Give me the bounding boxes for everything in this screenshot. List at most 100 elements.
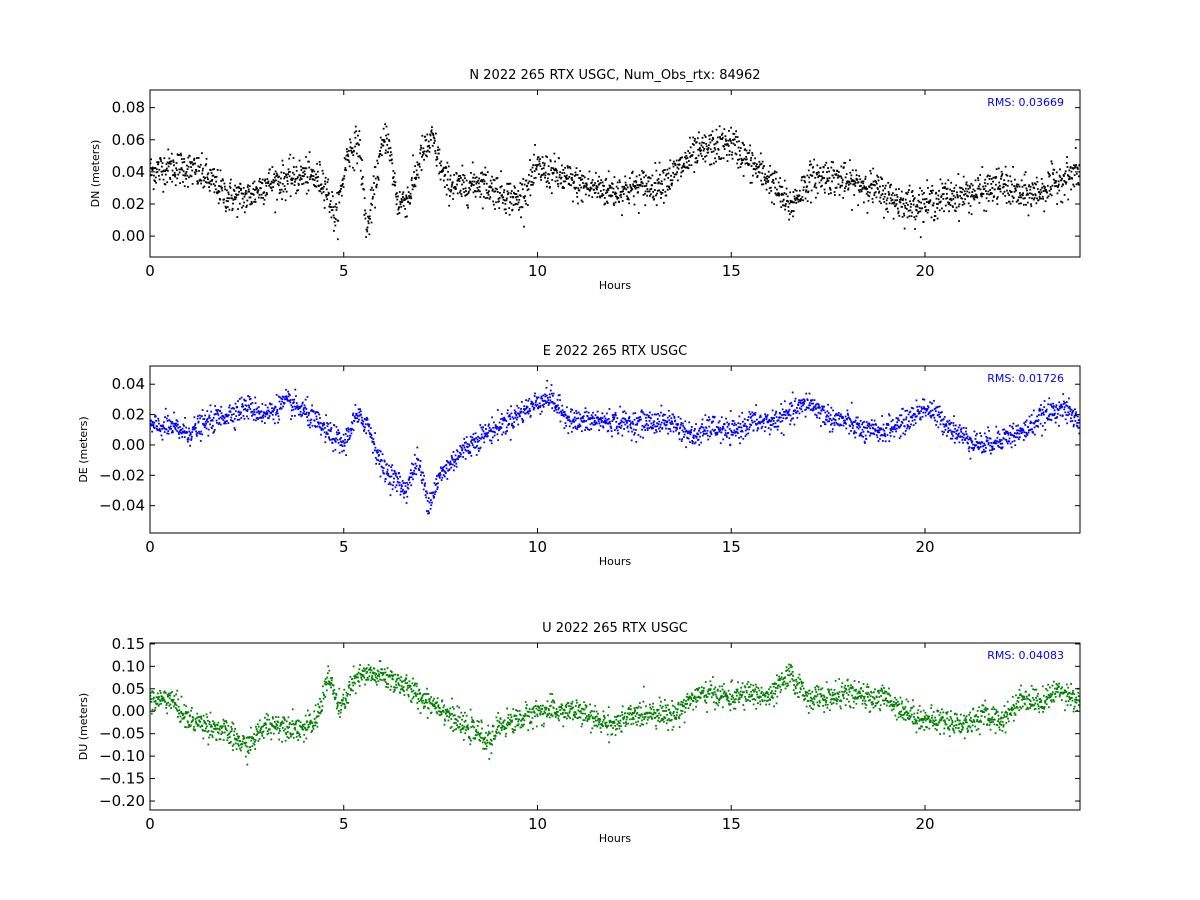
east-data-point bbox=[690, 431, 692, 434]
east-data-point bbox=[738, 426, 741, 429]
east-data-point bbox=[840, 424, 843, 427]
east-data-point bbox=[608, 421, 610, 424]
north-data-point bbox=[1056, 192, 1059, 195]
north-data-point bbox=[297, 183, 300, 186]
north-data-point bbox=[513, 185, 516, 188]
north-data-point bbox=[971, 184, 974, 187]
east-data-point bbox=[326, 422, 329, 424]
east-data-point bbox=[220, 405, 223, 408]
north-data-point bbox=[825, 182, 827, 185]
north-data-point bbox=[567, 177, 570, 180]
north-data-point bbox=[700, 155, 703, 157]
north-data-point bbox=[946, 187, 949, 190]
east-data-point bbox=[964, 439, 967, 441]
north-data-point bbox=[398, 212, 401, 214]
east-data-point bbox=[352, 429, 355, 432]
north-data-point bbox=[1008, 194, 1011, 196]
north-data-point bbox=[849, 171, 852, 174]
north-data-point bbox=[424, 135, 427, 138]
north-data-point bbox=[406, 186, 409, 189]
north-data-point bbox=[869, 184, 872, 186]
north-data-point bbox=[814, 182, 817, 185]
east-data-point bbox=[890, 426, 893, 429]
north-data-point bbox=[428, 144, 431, 147]
north-data-point bbox=[701, 141, 704, 144]
east-data-point bbox=[638, 418, 641, 421]
north-data-point bbox=[358, 143, 360, 146]
east-data-point bbox=[919, 418, 922, 421]
north-data-point bbox=[296, 189, 298, 192]
east-data-point bbox=[658, 420, 661, 423]
east-data-point bbox=[590, 428, 593, 430]
east-data-point bbox=[860, 434, 863, 437]
north-data-point bbox=[938, 189, 940, 192]
north-data-point bbox=[687, 150, 690, 152]
north-data-point bbox=[239, 189, 242, 192]
east-data-point bbox=[436, 488, 439, 490]
north-data-point bbox=[1045, 190, 1048, 193]
north-data-point bbox=[960, 187, 963, 189]
north-data-point bbox=[907, 209, 910, 212]
east-data-point bbox=[231, 413, 233, 416]
east-data-point bbox=[385, 463, 388, 466]
east-data-point bbox=[955, 432, 958, 435]
north-data-point bbox=[730, 142, 733, 144]
north-data-point bbox=[150, 167, 153, 169]
east-data-point bbox=[581, 430, 583, 433]
east-data-point bbox=[422, 478, 425, 481]
north-data-point bbox=[275, 179, 277, 182]
east-data-point bbox=[182, 423, 185, 426]
north-data-point bbox=[855, 169, 857, 172]
east-data-point bbox=[620, 424, 623, 427]
east-data-point bbox=[943, 431, 945, 434]
north-data-point bbox=[1056, 203, 1058, 205]
north-data-point bbox=[436, 158, 439, 160]
east-data-point bbox=[865, 421, 868, 423]
north-data-point bbox=[405, 196, 408, 199]
east-data-point bbox=[537, 407, 540, 410]
north-data-point bbox=[904, 204, 906, 207]
north-data-point bbox=[939, 178, 942, 181]
north-data-point bbox=[813, 158, 816, 161]
north-data-point bbox=[333, 229, 335, 232]
north-data-point bbox=[805, 190, 807, 193]
east-data-point bbox=[405, 490, 408, 493]
east-data-point bbox=[529, 410, 531, 412]
east-data-point bbox=[883, 432, 886, 435]
east-data-point bbox=[484, 424, 487, 426]
north-data-point bbox=[591, 196, 594, 198]
north-data-point bbox=[285, 174, 288, 176]
north-data-point bbox=[377, 162, 379, 165]
east-data-point bbox=[280, 407, 283, 410]
east-data-point bbox=[295, 395, 297, 397]
east-data-point bbox=[737, 426, 740, 429]
east-data-point bbox=[900, 420, 903, 423]
north-data-point bbox=[560, 164, 563, 167]
east-data-point bbox=[645, 416, 647, 419]
north-data-point bbox=[709, 141, 712, 144]
east-data-point bbox=[967, 438, 970, 441]
north-data-point bbox=[547, 165, 550, 168]
north-data-point bbox=[387, 133, 390, 136]
north-data-point bbox=[445, 193, 448, 196]
north-data-point bbox=[220, 180, 223, 182]
north-data-point bbox=[497, 197, 500, 200]
east-data-point bbox=[193, 416, 196, 419]
north-data-point bbox=[1029, 192, 1031, 195]
north-data-point bbox=[522, 178, 525, 180]
north-data-point bbox=[704, 155, 706, 158]
north-data-point bbox=[894, 199, 897, 202]
north-data-point bbox=[485, 189, 488, 192]
east-data-point bbox=[378, 449, 381, 452]
north-data-point bbox=[649, 177, 652, 180]
north-data-point bbox=[979, 174, 982, 176]
north-data-point bbox=[644, 204, 647, 207]
north-data-point bbox=[691, 154, 694, 156]
east-data-point bbox=[871, 423, 874, 426]
north-data-point bbox=[564, 176, 567, 178]
north-data-point bbox=[694, 161, 697, 164]
east-data-point bbox=[491, 436, 494, 439]
east-data-point bbox=[861, 421, 864, 424]
north-data-point bbox=[642, 193, 645, 196]
east-data-point bbox=[800, 408, 803, 411]
